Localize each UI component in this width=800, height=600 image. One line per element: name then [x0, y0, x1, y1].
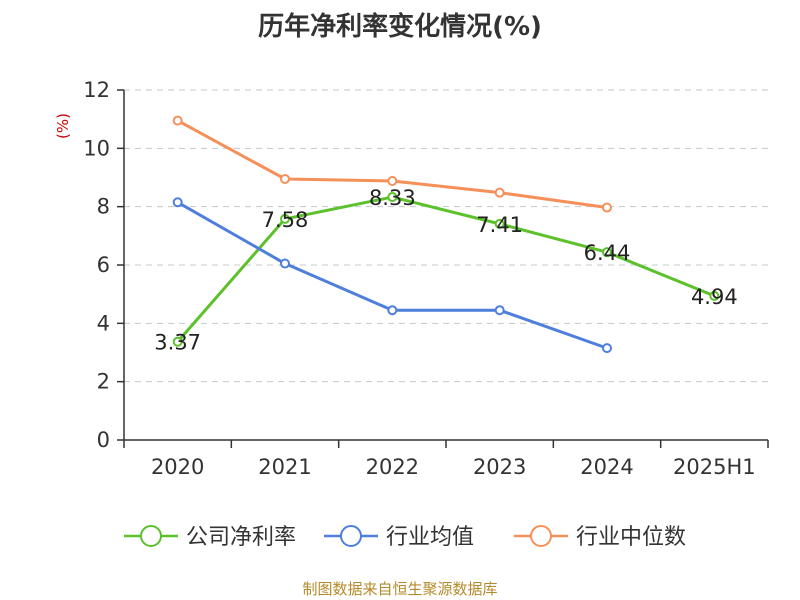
data-point [387, 305, 398, 316]
data-point [172, 197, 183, 208]
legend-marker [340, 525, 362, 547]
axes: 0 2 4 6 8 10 12 (%) 2020 2021 2022 2023 2024 2025H1 [54, 78, 769, 479]
data-labels: 3.37 7.58 8.33 7.41 6.44 4.94 [154, 186, 737, 355]
data-point [280, 173, 290, 184]
y-tick-label: 0 [97, 428, 110, 452]
legend-label: 行业中位数 [576, 525, 686, 550]
data-point [172, 336, 183, 347]
y-tick-label: 12 [83, 78, 110, 102]
y-tick-label: 8 [97, 195, 110, 219]
data-point [602, 202, 612, 213]
chart-title: 历年净利率变化情况(%) [258, 12, 542, 42]
data-point [280, 258, 290, 269]
legend: 公司净利率 行业均值 行业中位数 [124, 525, 686, 550]
data-point [494, 305, 505, 316]
x-tick-label: 2020 [151, 455, 204, 479]
data-label: 4.94 [691, 285, 738, 309]
series-line-0 [176, 195, 715, 343]
y-tick-label: 2 [97, 370, 110, 394]
legend-label: 行业均值 [386, 525, 474, 550]
x-tick-label: 2022 [366, 455, 419, 479]
data-label: 8.33 [369, 186, 416, 210]
data-point [387, 192, 398, 203]
data-point [494, 218, 505, 229]
x-tick-label: 2023 [473, 455, 526, 479]
x-tick-label: 2025H1 [673, 455, 756, 479]
grid-lines [124, 89, 768, 383]
data-point [602, 247, 612, 258]
x-tick-label: 2024 [580, 455, 633, 479]
data-label: 6.44 [584, 241, 631, 265]
data-point [709, 290, 720, 301]
source-note: 制图数据来自恒生聚源数据库 [302, 580, 498, 598]
data-point [494, 187, 505, 198]
y-tick-label: 6 [97, 253, 110, 277]
x-tick-label: 2021 [258, 455, 311, 479]
legend-marker [530, 525, 552, 547]
y-axis-unit-label: (%) [54, 113, 72, 139]
data-label: 7.41 [476, 213, 523, 237]
data-point [280, 213, 290, 224]
data-label: 3.37 [154, 331, 201, 355]
data-point [172, 115, 183, 126]
y-tick-label: 4 [97, 311, 110, 335]
legend-label: 公司净利率 [186, 525, 296, 550]
data-point [602, 343, 612, 354]
series-lines [172, 115, 720, 354]
data-point [387, 176, 398, 186]
series-line-1 [176, 200, 608, 350]
data-label: 7.58 [262, 208, 309, 232]
legend-marker [140, 525, 162, 547]
y-tick-label: 10 [83, 136, 110, 160]
